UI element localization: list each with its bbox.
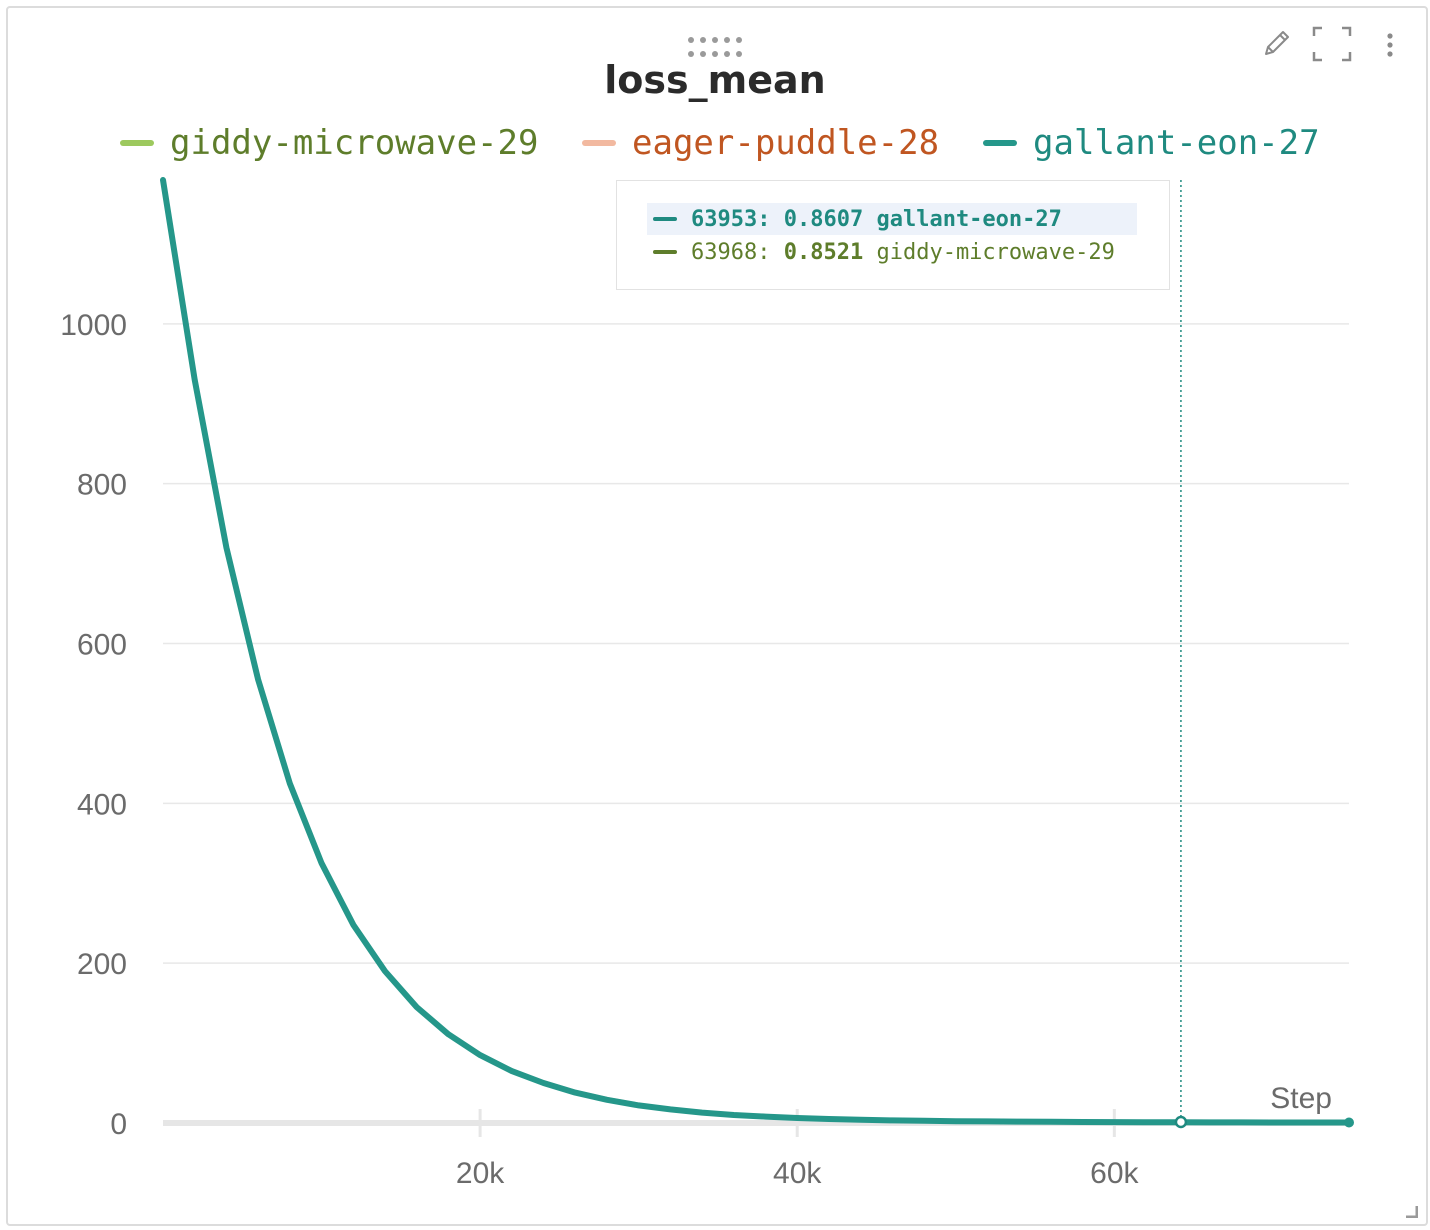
legend-label: gallant-eon-27 <box>1033 123 1320 163</box>
drag-handle-icon[interactable] <box>683 34 747 62</box>
legend: giddy-microwave-29 eager-puddle-28 galla… <box>0 118 1430 168</box>
y-axis: 0 200 400 600 800 1000 <box>60 309 127 1141</box>
tooltip-run: giddy-microwave-29 <box>876 239 1115 265</box>
legend-swatch <box>983 140 1017 146</box>
x-tick-label: 40k <box>773 1157 822 1190</box>
resize-handle-icon[interactable] <box>1404 1204 1418 1218</box>
tooltip-value: 0.8607 <box>783 206 864 232</box>
legend-item-giddy-microwave-29[interactable]: giddy-microwave-29 <box>120 118 538 168</box>
x-tick-label: 20k <box>456 1157 505 1190</box>
series-line-eager-puddle-28 <box>161 178 641 1107</box>
tooltip-swatch <box>653 217 677 221</box>
legend-swatch <box>120 140 154 146</box>
tooltip-sep: : <box>757 239 784 265</box>
tooltip-space <box>863 240 876 265</box>
legend-swatch <box>582 140 616 146</box>
chart-title: loss_mean <box>604 58 826 102</box>
tooltip-step: 63953 <box>691 206 758 232</box>
series-line-giddy-microwave-29 <box>161 178 1351 1125</box>
y-tick-label: 0 <box>110 1108 127 1141</box>
legend-item-eager-puddle-28[interactable]: eager-puddle-28 <box>582 118 939 168</box>
y-tick-label: 800 <box>77 469 127 502</box>
hover-tooltip: 63953: 0.8607 gallant-eon-27 63968: 0.85… <box>616 180 1170 290</box>
series-end-point <box>1344 1117 1354 1128</box>
y-tick-label: 400 <box>77 788 127 821</box>
tooltip-run: gallant-eon-27 <box>876 206 1062 232</box>
legend-item-gallant-eon-27[interactable]: gallant-eon-27 <box>983 118 1320 168</box>
series-line-gallant-eon-27 <box>160 177 1352 1126</box>
series-lines <box>160 177 1354 1128</box>
hover-crosshair <box>1174 180 1188 1129</box>
x-tick-label: 60k <box>1090 1157 1139 1190</box>
tooltip-space <box>863 207 876 232</box>
tooltip-step: 63968 <box>691 239 758 265</box>
grid-lines <box>163 323 1349 964</box>
y-tick-label: 600 <box>77 629 127 662</box>
tooltip-value: 0.8521 <box>783 239 864 265</box>
legend-label: giddy-microwave-29 <box>170 123 539 163</box>
tooltip-swatch <box>653 250 677 254</box>
legend-label: eager-puddle-28 <box>632 123 940 163</box>
tooltip-row: 63953: 0.8607 gallant-eon-27 <box>647 203 1137 235</box>
kebab-menu-icon[interactable] <box>1378 28 1402 62</box>
tooltip-row: 63968: 0.8521 giddy-microwave-29 <box>647 236 1115 268</box>
x-axis-label: Step <box>1270 1082 1332 1115</box>
expand-icon[interactable] <box>1310 24 1354 64</box>
y-tick-label: 200 <box>77 948 127 981</box>
pencil-icon[interactable] <box>1258 26 1294 62</box>
tooltip-sep: : <box>757 206 784 232</box>
hover-point <box>1174 1115 1188 1129</box>
y-tick-label: 1000 <box>60 309 127 342</box>
